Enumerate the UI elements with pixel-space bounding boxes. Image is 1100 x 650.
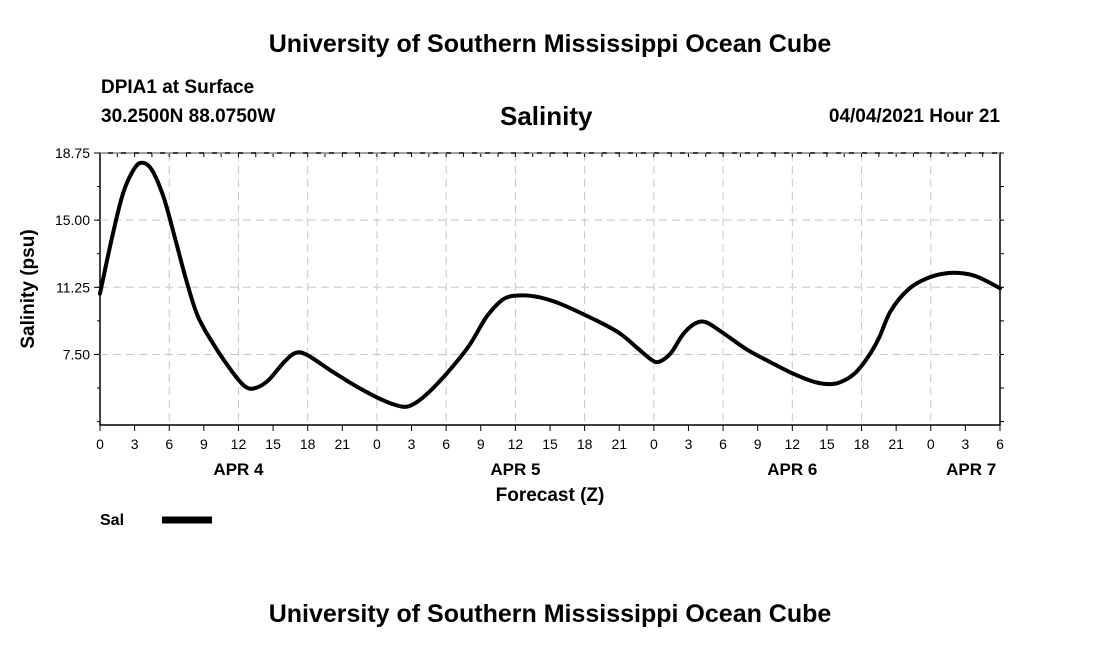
station-label: DPIA1 at Surface <box>101 77 255 98</box>
x-tick-label: 9 <box>754 436 762 452</box>
chart-title: Salinity <box>500 101 593 131</box>
x-tick-label: 18 <box>577 436 593 452</box>
x-axis-label: Forecast (Z) <box>496 485 605 506</box>
forecast-datetime: 04/04/2021 Hour 21 <box>828 106 1000 127</box>
x-tick-label: 6 <box>165 436 173 452</box>
x-tick-label: 18 <box>854 436 870 452</box>
x-tick-label: 12 <box>785 436 801 452</box>
x-tick-label: 3 <box>961 436 969 452</box>
x-tick-label: 12 <box>231 436 247 452</box>
x-tick-label: 9 <box>477 436 485 452</box>
x-tick-label: 21 <box>335 436 351 452</box>
date-label: APR 5 <box>490 460 540 479</box>
x-tick-label: 3 <box>685 436 693 452</box>
x-tick-label: 6 <box>996 436 1004 452</box>
y-axis-label: Salinity (psu) <box>18 229 39 348</box>
date-label: APR 4 <box>213 460 264 479</box>
station-coordinates: 30.2500N 88.0750W <box>101 106 276 127</box>
x-tick-label: 0 <box>373 436 381 452</box>
y-tick-label: 11.25 <box>56 279 90 295</box>
x-tick-label: 12 <box>508 436 524 452</box>
x-tick-label: 3 <box>408 436 416 452</box>
plot-frame <box>99 152 1001 426</box>
x-tick-label: 0 <box>927 436 935 452</box>
x-tick-label: 21 <box>611 436 627 452</box>
x-tick-label: 6 <box>719 436 727 452</box>
y-tick-label: 15.00 <box>55 212 90 228</box>
x-tick-label: 0 <box>650 436 658 452</box>
x-tick-label: 9 <box>200 436 208 452</box>
x-tick-label: 0 <box>96 436 104 452</box>
y-tick-label: 7.50 <box>63 346 90 362</box>
x-tick-label: 15 <box>265 436 281 452</box>
x-tick-label: 6 <box>442 436 450 452</box>
x-tick-label: 15 <box>542 436 558 452</box>
date-label: APR 7 <box>946 460 996 479</box>
x-tick-label: 18 <box>300 436 316 452</box>
legend-label: Sal <box>100 512 124 529</box>
x-tick-label: 3 <box>131 436 139 452</box>
x-tick-label: 15 <box>819 436 835 452</box>
page-title: University of Southern Mississippi Ocean… <box>268 30 832 58</box>
series-line-salinity <box>98 160 1002 409</box>
y-tick-label: 18.75 <box>55 145 90 161</box>
date-label: APR 6 <box>767 460 817 479</box>
x-tick-label: 21 <box>888 436 904 452</box>
footer-title: University of Southern Mississippi Ocean… <box>268 600 832 628</box>
